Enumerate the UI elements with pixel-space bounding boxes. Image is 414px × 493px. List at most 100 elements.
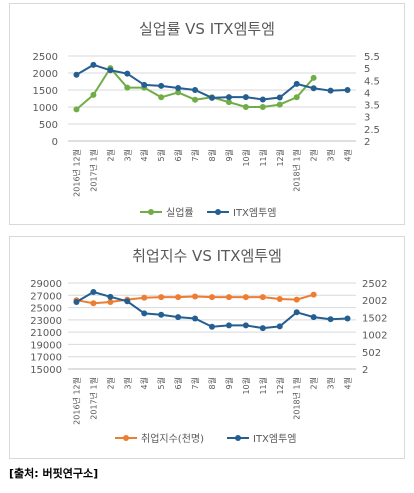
series-2-point <box>90 289 97 296</box>
chart-title: 취업지수 VS ITX엠투엠 <box>132 247 282 265</box>
x-axis-category-label: 2016년 12월 <box>71 149 81 197</box>
legend-entry: 취업지수(천명) <box>141 432 204 445</box>
left-axis-tick-label: 27000 <box>30 291 62 302</box>
right-axis-tick-label: 1502 <box>362 313 387 324</box>
x-axis-category-label: 6월 <box>173 377 183 389</box>
right-axis-tick-label: 2002 <box>362 296 387 307</box>
series-2-point <box>175 314 182 321</box>
series-2-point <box>209 94 215 101</box>
series-1-point <box>293 296 300 303</box>
series-2-point <box>141 81 148 88</box>
series-1-point <box>259 104 266 110</box>
series-2-point <box>310 314 317 321</box>
right-axis-tick-label: 3 <box>364 113 370 124</box>
left-axis-tick-label: 500 <box>39 120 58 131</box>
x-axis-category-label: 3월 <box>326 149 336 161</box>
x-axis-category-label: 4월 <box>343 149 353 161</box>
left-axis-tick-label: 17000 <box>30 353 62 364</box>
x-axis-category-label: 4월 <box>343 377 353 389</box>
series-2-point <box>344 315 351 322</box>
left-axis-tick-label: 15000 <box>30 365 62 376</box>
series-2-point <box>175 84 182 91</box>
chart-unemployment-vs-itx: 실업률 VS ITX엠투엠 2500 2000 1500 1000 500 0 5.5 5 4.5… <box>9 3 405 225</box>
x-axis-category-label: 9월 <box>224 377 234 389</box>
series-1-point <box>259 294 266 301</box>
legend-entry: ITX엠투엠 <box>253 433 297 445</box>
series-2-point <box>73 298 80 305</box>
series-2-point <box>192 315 199 322</box>
left-axis-tick-label: 2000 <box>33 69 58 80</box>
series-2-point <box>107 293 114 300</box>
series-1-point <box>310 74 317 81</box>
series-1-point <box>90 91 97 98</box>
right-axis-tick-label: 2502 <box>362 279 387 290</box>
series-2-point <box>225 94 232 101</box>
series-2-point <box>192 87 199 93</box>
series-1-point <box>310 291 317 298</box>
left-axis-tick-label: 1000 <box>33 103 58 114</box>
x-axis-category-label: 8월 <box>207 377 217 389</box>
x-axis-category-label: 3월 <box>122 149 132 161</box>
right-axis-tick-label: 5 <box>364 64 370 75</box>
x-axis-category-label: 7월 <box>190 149 200 161</box>
series-1-point <box>158 294 165 301</box>
series-1-point <box>175 294 182 301</box>
chart-title: 실업률 VS ITX엠투엠 <box>139 20 275 38</box>
chart-employment-vs-itx: 취업지수 VS ITX엠투엠 29000 27000 25000 23000 21000 1… <box>9 236 405 459</box>
series-1-point <box>225 294 232 301</box>
x-axis-category-label: 2018년 1월 <box>292 149 302 192</box>
left-axis-tick-label: 21000 <box>30 328 62 339</box>
series-1-point <box>158 94 165 101</box>
legend-entry: 실업률 <box>166 206 194 219</box>
series-2-point <box>276 94 283 101</box>
right-axis-tick-label: 2.5 <box>364 125 380 136</box>
series-2-point <box>327 316 334 323</box>
legend-swatch-marker <box>235 435 241 441</box>
series-2-point <box>158 311 165 318</box>
right-axis-tick-label: 5.5 <box>364 52 380 63</box>
x-axis-category-label: 8월 <box>207 149 217 161</box>
left-axis-tick-label: 0 <box>52 137 58 148</box>
x-axis-category-label: 10월 <box>241 149 251 167</box>
right-axis-tick-label: 4.5 <box>364 76 380 87</box>
x-axis-category-label: 11월 <box>258 149 268 167</box>
series-2-point <box>327 87 334 94</box>
series-2-point <box>124 70 131 77</box>
left-axis-tick-label: 25000 <box>30 304 62 315</box>
left-axis-tick-label: 23000 <box>30 316 62 327</box>
series-1-point <box>141 294 148 301</box>
series-1-point <box>242 104 249 110</box>
right-axis-tick-label: 2 <box>364 137 370 148</box>
series-2-point <box>90 61 97 68</box>
x-axis-category-label: 2017년 1월 <box>88 149 98 192</box>
legend-swatch-marker <box>215 209 221 215</box>
x-axis-category-label: 5월 <box>156 377 166 389</box>
legend-swatch-marker <box>123 435 129 441</box>
series-1-point <box>192 96 199 103</box>
series-1-point <box>276 295 283 302</box>
series-1-point <box>225 99 232 106</box>
x-axis-category-label: 2월 <box>105 149 115 161</box>
x-axis-category-label: 7월 <box>190 377 200 389</box>
right-axis-tick-label: 1002 <box>362 331 387 342</box>
x-axis-category-label: 5월 <box>156 149 166 161</box>
chart-1-svg: 실업률 VS ITX엠투엠 2500 2000 1500 1000 500 0 5.554.5… <box>33 20 380 219</box>
series-1-point <box>73 106 80 113</box>
x-axis-category-label: 4월 <box>139 377 149 389</box>
x-axis-category-label: 2018년 1월 <box>292 377 302 420</box>
x-axis-category-label: 3월 <box>326 377 336 389</box>
series-2-point <box>242 94 249 101</box>
series-1-point <box>90 300 97 307</box>
series-2-point <box>73 71 80 78</box>
series-2-point <box>310 85 317 92</box>
x-axis-category-label: 6월 <box>173 149 183 161</box>
x-axis-category-label: 10월 <box>241 377 251 395</box>
x-axis-category-label: 2월 <box>309 377 319 389</box>
right-axis-tick-label: 502 <box>362 348 381 359</box>
right-axis-tick-label: 2 <box>362 365 368 376</box>
series-1-point <box>124 84 131 91</box>
series-2-point <box>293 309 300 316</box>
x-axis-category-label: 2월 <box>105 377 115 389</box>
series-2-point <box>209 323 215 330</box>
left-axis-tick-label: 19000 <box>30 340 62 351</box>
